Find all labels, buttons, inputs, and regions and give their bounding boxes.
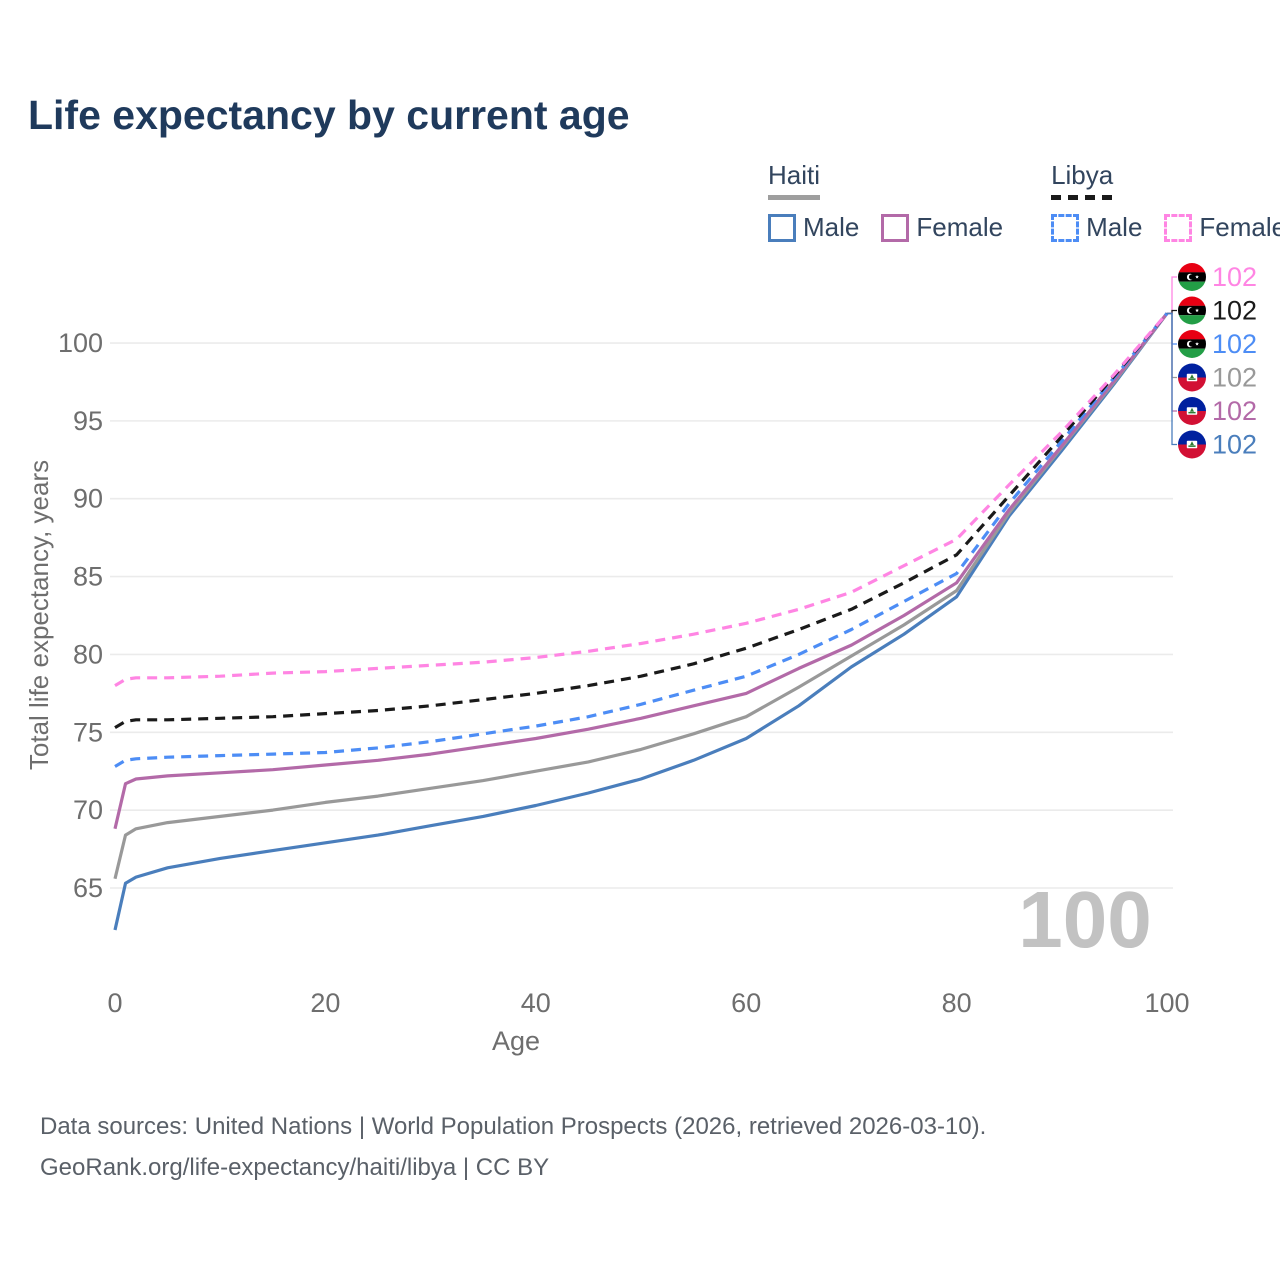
libya-flag-icon: [1178, 297, 1206, 325]
end-label-value: 102: [1212, 363, 1257, 393]
y-tick-label: 95: [73, 406, 103, 436]
life-expectancy-chart: 65 70 75 80 85 90 95 100 0 20 40 60 80 100 Age Total li…: [24, 262, 1257, 1056]
y-tick-label: 80: [73, 639, 103, 669]
x-axis-title: Age: [492, 1026, 540, 1056]
legend-label-haiti-female: Female: [916, 212, 1004, 242]
legend-country-libya-label: Libya: [1051, 160, 1114, 190]
footer-data-sources: Data sources: United Nations | World Pop…: [40, 1113, 987, 1140]
haiti-flag-icon: [1178, 431, 1206, 459]
legend-header-haiti: Haiti: [768, 160, 821, 200]
y-axis-title: Total life expectancy, years: [24, 460, 54, 770]
legend-label-libya-female: Female: [1199, 212, 1280, 242]
haiti-male-checkbox[interactable]: [768, 213, 796, 242]
y-tick-label: 90: [73, 484, 103, 514]
y-tick-label: 100: [58, 328, 103, 358]
legend-item-libya-male[interactable]: Male: [1051, 212, 1142, 243]
end-label-value: 102: [1212, 430, 1257, 460]
x-tick-label: 40: [521, 988, 551, 1018]
legend-item-haiti-female[interactable]: Female: [881, 212, 1003, 243]
legend-group-libya: Libya Male Female: [1051, 160, 1280, 243]
series-line-haiti-male: [113, 312, 1169, 931]
haiti-line-style-sample: [768, 195, 821, 200]
end-label-connector: [1167, 312, 1177, 446]
age-watermark: 100: [1018, 875, 1151, 964]
footer-attribution: GeoRank.org/life-expectancy/haiti/libya …: [40, 1154, 550, 1181]
haiti-flag-icon: [1178, 397, 1206, 425]
legend-label-haiti-male: Male: [803, 212, 860, 242]
y-tick-label: 70: [73, 795, 103, 825]
legend: Haiti Male Female Libya: [768, 160, 1280, 243]
x-axis: 0 20 40 60 80 100 Age: [107, 988, 1189, 1056]
end-label-connector: [1167, 276, 1177, 315]
series-line-libya-both: [114, 312, 1169, 729]
series-line-haiti-female: [113, 312, 1169, 830]
series-line-libya-female: [114, 312, 1169, 687]
y-tick-label: 65: [73, 873, 103, 903]
legend-header-libya: Libya: [1051, 160, 1114, 200]
page-title: Life expectancy by current age: [28, 92, 630, 138]
legend-group-haiti: Haiti Male Female: [768, 160, 1003, 243]
end-label-value: 102: [1212, 262, 1257, 292]
legend-item-libya-female[interactable]: Female: [1164, 212, 1280, 243]
y-tick-label: 85: [73, 562, 103, 592]
series-line-haiti-both: [113, 312, 1169, 880]
haiti-female-checkbox[interactable]: [881, 213, 910, 242]
end-label-value: 102: [1212, 296, 1257, 326]
series-line-libya-male: [114, 312, 1169, 768]
x-tick-label: 60: [731, 988, 761, 1018]
footer: Data sources: United Nations | World Pop…: [40, 1106, 986, 1188]
libya-male-checkbox[interactable]: [1051, 213, 1080, 242]
libya-flag-icon: [1178, 330, 1206, 358]
y-tick-label: 75: [73, 717, 103, 747]
x-tick-label: 20: [310, 988, 340, 1018]
legend-label-libya-male: Male: [1086, 212, 1143, 242]
legend-item-haiti-male[interactable]: Male: [768, 212, 859, 243]
legend-items-libya: Male Female: [1051, 212, 1280, 243]
haiti-flag-icon: [1178, 364, 1206, 392]
legend-country-haiti-label: Haiti: [768, 160, 821, 190]
end-label-value: 102: [1212, 329, 1257, 359]
x-tick-label: 100: [1144, 988, 1189, 1018]
libya-female-checkbox[interactable]: [1164, 213, 1193, 242]
libya-flag-icon: [1178, 263, 1206, 291]
x-tick-label: 80: [942, 988, 972, 1018]
end-label-value: 102: [1212, 396, 1257, 426]
x-tick-label: 0: [107, 988, 122, 1018]
libya-line-style-sample: [1051, 195, 1114, 200]
legend-items-haiti: Male Female: [768, 212, 1003, 243]
